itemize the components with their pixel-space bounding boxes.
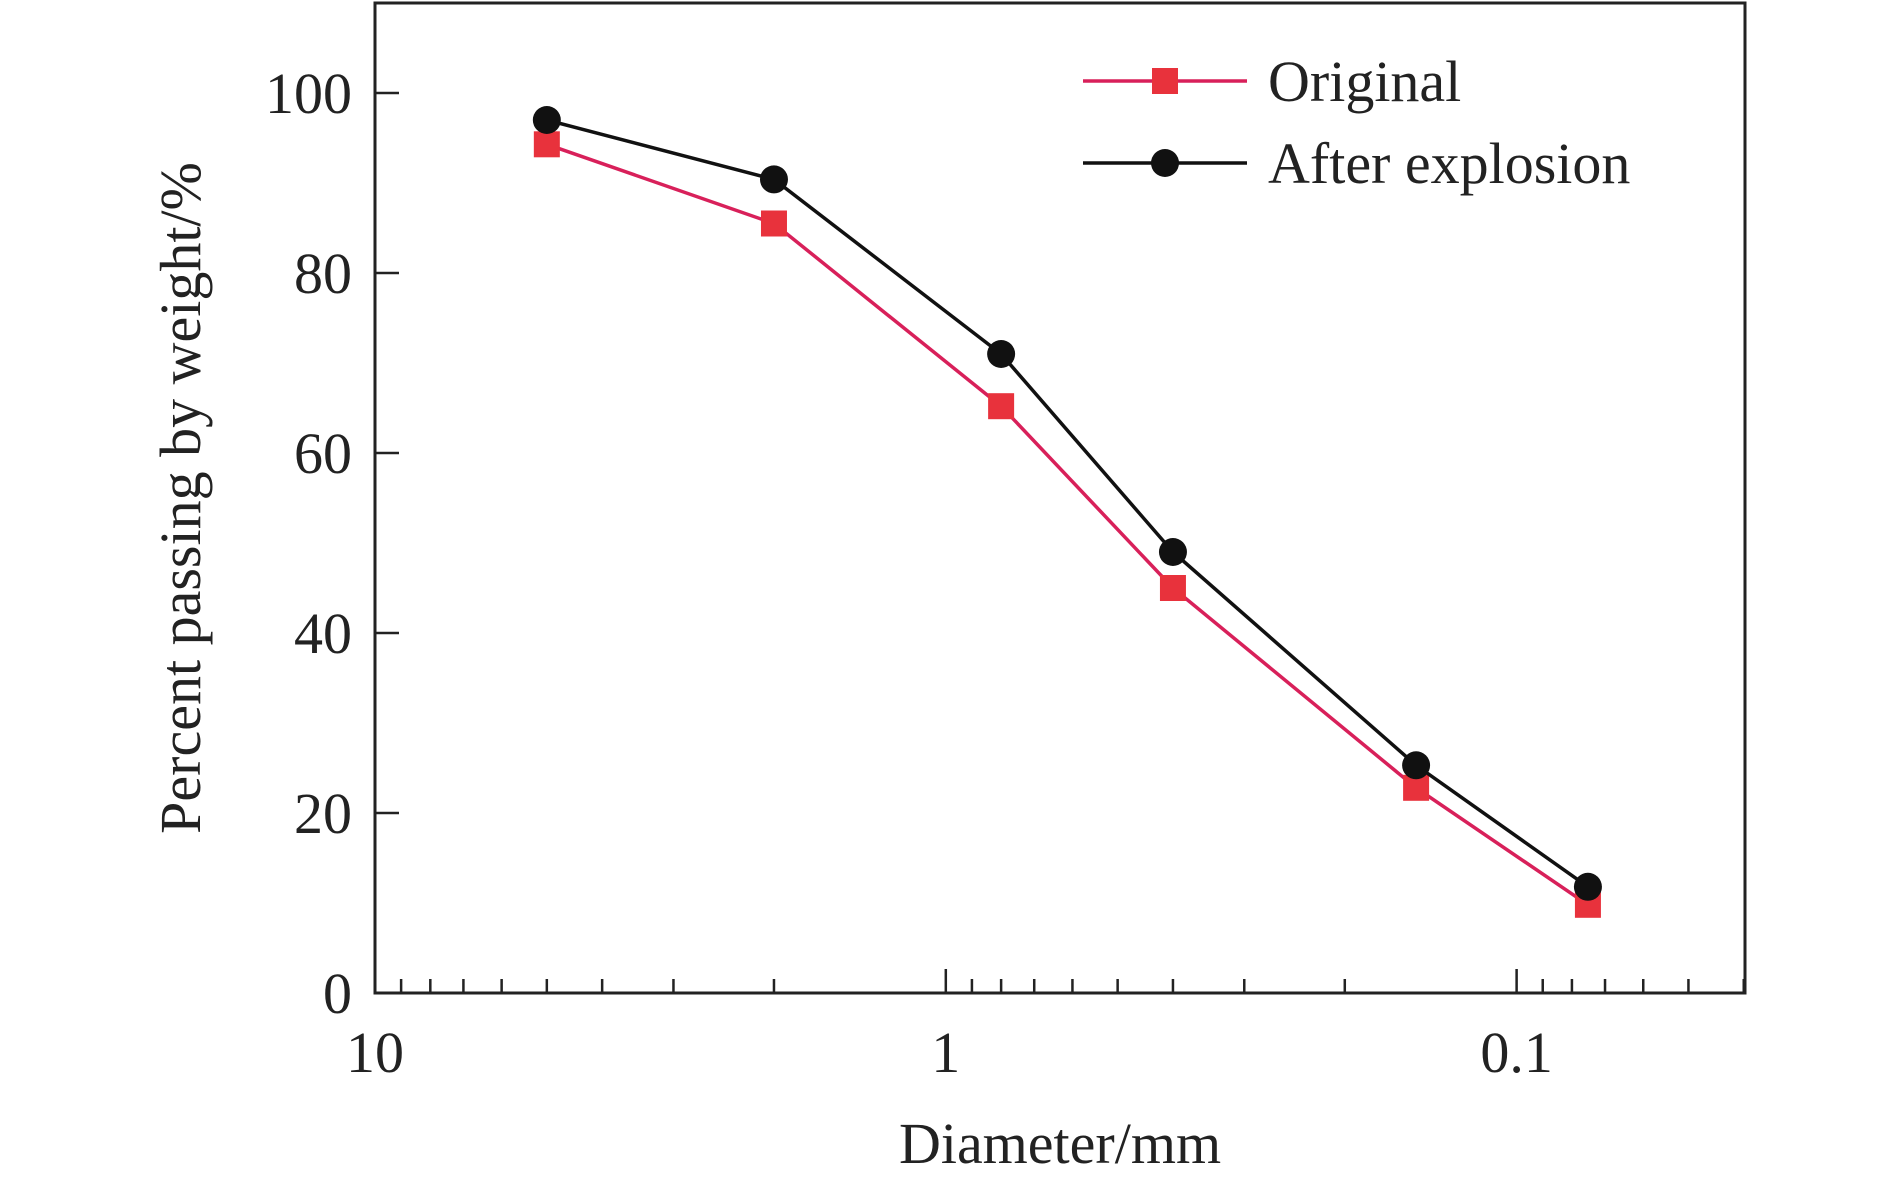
data-point-square [1159, 575, 1186, 601]
data-point-square [533, 131, 560, 158]
legend: Original After explosion [1083, 49, 1630, 196]
y-tick-label: 80 [294, 241, 352, 306]
major-ticks [373, 91, 1518, 995]
series-line-1 [546, 142, 1589, 907]
legend-marker-circle [1151, 149, 1179, 177]
x-minor-ticks [399, 979, 1746, 993]
data-point-circle [1573, 872, 1602, 901]
data-point-circle [1402, 751, 1431, 780]
legend-label: Original [1268, 49, 1461, 114]
legend-marker-square [1152, 68, 1178, 94]
x-tick-label: 10 [346, 1020, 404, 1085]
tick-labels: 10 1 0.1 0 20 40 60 80 100 [265, 61, 1553, 1085]
x-axis-title: Diameter/mm [899, 1111, 1221, 1176]
legend-label: After explosion [1268, 131, 1630, 196]
data-point-circle [759, 165, 788, 194]
data-point-circle [987, 340, 1016, 368]
x-tick-label: 0.1 [1480, 1020, 1553, 1085]
series-layer [532, 106, 1602, 918]
data-point-square [760, 210, 787, 237]
y-tick-label: 100 [265, 61, 352, 126]
plot-frame [373, 1, 1747, 995]
y-tick-label: 20 [294, 781, 352, 846]
data-point-square [988, 393, 1015, 420]
series-line-2 [546, 118, 1589, 889]
y-axis-title: Percent passing by weight/% [148, 162, 213, 834]
data-point-circle [1158, 538, 1187, 566]
y-tick-label: 40 [294, 601, 352, 666]
data-point-circle [532, 106, 561, 134]
y-tick-label: 0 [323, 961, 352, 1026]
y-tick-label: 60 [294, 421, 352, 486]
x-tick-label: 1 [931, 1020, 960, 1085]
